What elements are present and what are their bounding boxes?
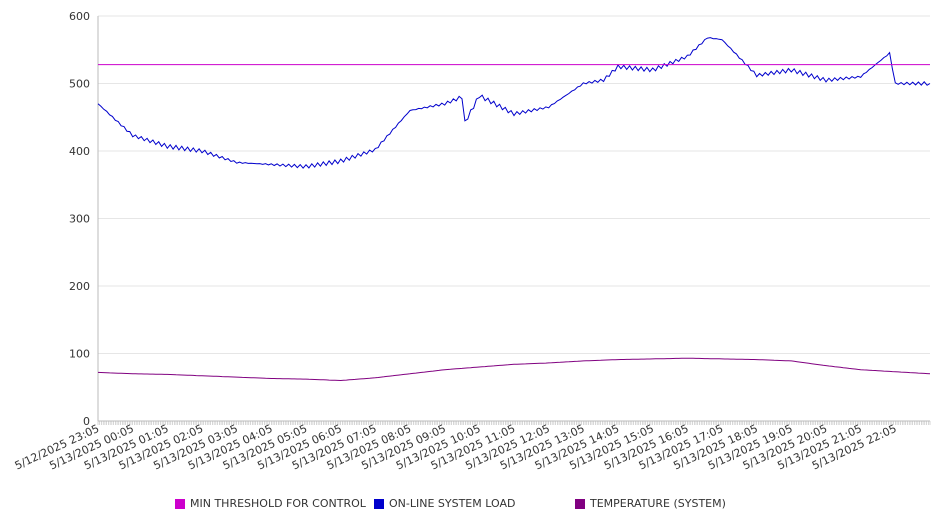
legend-label-system-load: ON-LINE SYSTEM LOAD [389, 497, 516, 510]
y-tick-label: 600 [69, 10, 90, 23]
y-tick-label: 400 [69, 145, 90, 158]
legend-item-temperature[interactable]: TEMPERATURE (SYSTEM) [575, 497, 726, 510]
legend-label-min-threshold: MIN THRESHOLD FOR CONTROL [190, 497, 366, 510]
legend-item-system-load[interactable]: ON-LINE SYSTEM LOAD [374, 497, 515, 510]
x-axis-ticks: 5/12/2025 23:055/13/2025 00:055/13/2025 … [13, 422, 899, 472]
y-tick-label: 300 [69, 213, 90, 226]
y-axis-ticks: 0 100 200 300 400 500 600 [69, 10, 90, 428]
chart-legend: MIN THRESHOLD FOR CONTROL ON-LINE SYSTEM… [0, 497, 946, 515]
chart-grid [98, 15, 930, 354]
y-tick-label: 0 [83, 415, 90, 428]
legend-swatch-min-threshold [175, 498, 185, 509]
legend-swatch-system-load [374, 498, 384, 509]
y-tick-label: 200 [69, 280, 90, 293]
legend-swatch-temperature [575, 498, 585, 509]
legend-label-temperature: TEMPERATURE (SYSTEM) [590, 497, 726, 510]
series-line-system-load [97, 37, 931, 169]
legend-item-min-threshold[interactable]: MIN THRESHOLD FOR CONTROL [175, 497, 366, 510]
chart-svg: 0 100 200 300 400 500 600 5/12/2025 23:055/13/… [13, 10, 931, 472]
y-tick-label: 100 [69, 348, 90, 361]
chart-series [97, 37, 931, 382]
chart-axes [97, 16, 931, 425]
y-tick-label: 500 [69, 78, 90, 91]
series-line-temperature [97, 357, 931, 382]
